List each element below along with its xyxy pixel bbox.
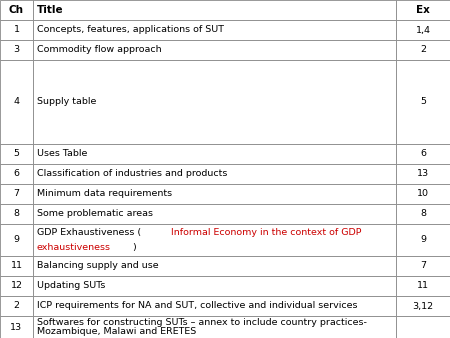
- Bar: [33, 276, 396, 296]
- Text: Ch: Ch: [9, 5, 24, 15]
- Bar: [0, 0, 33, 20]
- Text: 12: 12: [10, 282, 22, 290]
- Text: 11: 11: [10, 262, 22, 270]
- Text: 5: 5: [420, 97, 426, 106]
- Bar: [396, 144, 450, 164]
- Bar: [0, 20, 33, 40]
- Text: Minimum data requirements: Minimum data requirements: [37, 190, 172, 198]
- Bar: [396, 204, 450, 224]
- Text: Classification of industries and products: Classification of industries and product…: [37, 169, 227, 178]
- Bar: [0, 144, 33, 164]
- Text: Mozambique, Malawi and ERETES: Mozambique, Malawi and ERETES: [37, 327, 196, 336]
- Text: 3: 3: [14, 46, 19, 54]
- Bar: [396, 60, 450, 144]
- Bar: [396, 316, 450, 338]
- Text: 13: 13: [417, 169, 429, 178]
- Bar: [0, 164, 33, 184]
- Text: Updating SUTs: Updating SUTs: [37, 282, 105, 290]
- Text: GDP Exhaustiveness (: GDP Exhaustiveness (: [37, 228, 141, 238]
- Bar: [33, 316, 396, 338]
- Bar: [33, 184, 396, 204]
- Bar: [33, 40, 396, 60]
- Bar: [0, 60, 33, 144]
- Text: Concepts, features, applications of SUT: Concepts, features, applications of SUT: [37, 25, 224, 34]
- Text: 6: 6: [14, 169, 19, 178]
- Text: 6: 6: [420, 149, 426, 159]
- Text: Ex: Ex: [416, 5, 430, 15]
- Text: Commodity flow approach: Commodity flow approach: [37, 46, 162, 54]
- Text: ): ): [132, 243, 136, 251]
- Bar: [0, 184, 33, 204]
- Bar: [33, 0, 396, 20]
- Text: Uses Table: Uses Table: [37, 149, 87, 159]
- Text: 9: 9: [420, 236, 426, 244]
- Bar: [0, 316, 33, 338]
- Text: 3,12: 3,12: [413, 301, 433, 311]
- Text: 5: 5: [14, 149, 19, 159]
- Text: Softwares for constructing SUTs – annex to include country practices-: Softwares for constructing SUTs – annex …: [37, 318, 367, 327]
- Bar: [396, 164, 450, 184]
- Text: exhaustiveness: exhaustiveness: [37, 243, 111, 251]
- Text: Balancing supply and use: Balancing supply and use: [37, 262, 158, 270]
- Text: 8: 8: [420, 210, 426, 218]
- Bar: [396, 184, 450, 204]
- Text: ICP requirements for NA and SUT, collective and individual services: ICP requirements for NA and SUT, collect…: [37, 301, 357, 311]
- Text: 2: 2: [14, 301, 19, 311]
- Text: 7: 7: [420, 262, 426, 270]
- Text: 11: 11: [417, 282, 429, 290]
- Bar: [396, 256, 450, 276]
- Bar: [0, 204, 33, 224]
- Bar: [33, 20, 396, 40]
- Text: 8: 8: [14, 210, 19, 218]
- Text: 1,4: 1,4: [415, 25, 431, 34]
- Bar: [33, 144, 396, 164]
- Text: 4: 4: [14, 97, 19, 106]
- Bar: [396, 20, 450, 40]
- Bar: [0, 224, 33, 256]
- Text: Supply table: Supply table: [37, 97, 96, 106]
- Bar: [0, 256, 33, 276]
- Bar: [0, 276, 33, 296]
- Bar: [33, 204, 396, 224]
- Text: Informal Economy in the context of GDP: Informal Economy in the context of GDP: [171, 228, 362, 238]
- Text: 13: 13: [10, 322, 22, 332]
- Bar: [33, 224, 396, 256]
- Bar: [33, 296, 396, 316]
- Bar: [0, 40, 33, 60]
- Bar: [33, 60, 396, 144]
- Bar: [0, 296, 33, 316]
- Bar: [396, 276, 450, 296]
- Text: Title: Title: [37, 5, 63, 15]
- Text: Some problematic areas: Some problematic areas: [37, 210, 153, 218]
- Bar: [396, 224, 450, 256]
- Bar: [33, 164, 396, 184]
- Text: 7: 7: [14, 190, 19, 198]
- Bar: [33, 256, 396, 276]
- Text: 1: 1: [14, 25, 19, 34]
- Bar: [396, 0, 450, 20]
- Bar: [396, 40, 450, 60]
- Bar: [396, 296, 450, 316]
- Text: 9: 9: [14, 236, 19, 244]
- Text: 10: 10: [417, 190, 429, 198]
- Text: 2: 2: [420, 46, 426, 54]
